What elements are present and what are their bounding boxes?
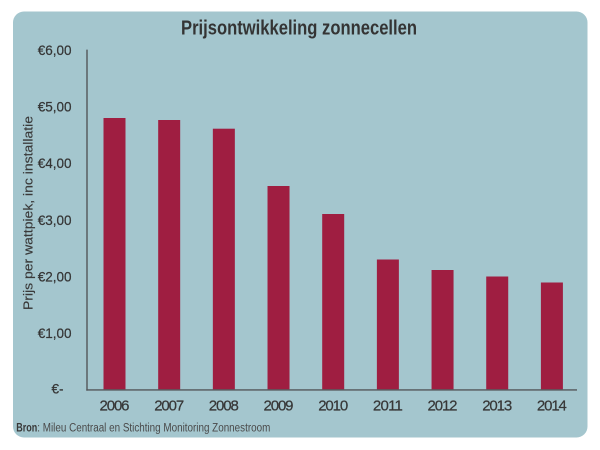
svg-text:2014: 2014 [537, 398, 567, 415]
svg-text:€2,00: €2,00 [38, 269, 72, 284]
svg-text:2007: 2007 [154, 398, 184, 415]
svg-text:€1,00: €1,00 [38, 326, 72, 341]
svg-text:Prijs per wattpiek, inc instal: Prijs per wattpiek, inc installatie [22, 116, 36, 310]
svg-text:€3,00: €3,00 [38, 213, 72, 228]
svg-text:Bron: Bron [16, 423, 37, 435]
svg-text:2010: 2010 [318, 398, 348, 415]
svg-text:2006: 2006 [100, 398, 130, 415]
svg-text:2011: 2011 [373, 398, 403, 415]
svg-text:2013: 2013 [482, 398, 512, 415]
svg-text:€5,00: €5,00 [38, 100, 72, 115]
svg-text:2012: 2012 [428, 398, 458, 415]
svg-text:2008: 2008 [209, 398, 239, 415]
svg-text:€6,00: €6,00 [38, 43, 72, 58]
svg-text:2009: 2009 [264, 398, 294, 415]
svg-text:: Mileu Centraal en Stichting: : Mileu Centraal en Stichting Monitoring… [37, 423, 270, 435]
svg-text:Prijsontwikkeling zonnecellen: Prijsontwikkeling zonnecellen [181, 18, 417, 40]
svg-text:€-: €- [51, 382, 63, 397]
svg-text:€4,00: €4,00 [38, 156, 72, 171]
